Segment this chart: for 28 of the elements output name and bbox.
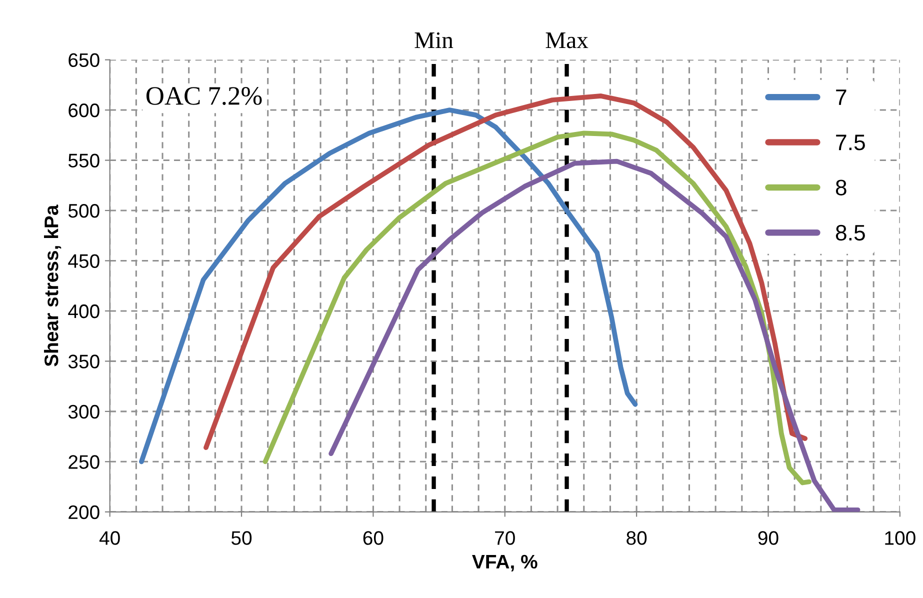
y-tick-label: 350 — [68, 354, 100, 368]
y-tick-label: 600 — [68, 104, 100, 118]
y-tick-label: 400 — [68, 304, 100, 318]
line-series — [139, 108, 638, 464]
ref-line-label: Min — [414, 32, 454, 48]
legend-label: 8.5 — [836, 224, 865, 241]
y-tick-label: 300 — [68, 404, 100, 419]
y-tick-label: 500 — [68, 204, 100, 218]
annotation: OAC 7.2% — [146, 87, 262, 105]
x-tick-label: 70 — [495, 531, 515, 545]
x-axis-title: VFA, % — [472, 554, 538, 572]
y-tick-label: 650 — [68, 53, 100, 68]
legend-label: 8 — [836, 180, 846, 196]
y-tick-label: 250 — [68, 455, 100, 469]
legend-label: 7.5 — [836, 134, 865, 150]
legend-label: 7 — [836, 90, 846, 105]
y-axis-title: Shear stress, kPa — [44, 204, 62, 366]
line-series — [262, 130, 812, 486]
x-tick-label: 80 — [626, 531, 647, 545]
ref-line-label: Max — [546, 32, 588, 48]
x-tick-label: 50 — [231, 531, 252, 545]
y-tick-label: 550 — [68, 154, 100, 168]
x-tick-label: 60 — [363, 531, 384, 545]
x-tick-label: 40 — [99, 531, 120, 545]
y-tick-label: 450 — [68, 254, 100, 268]
x-tick-label: 90 — [758, 531, 778, 545]
x-tick-label: 100 — [885, 531, 916, 545]
y-tick-label: 200 — [68, 505, 100, 520]
